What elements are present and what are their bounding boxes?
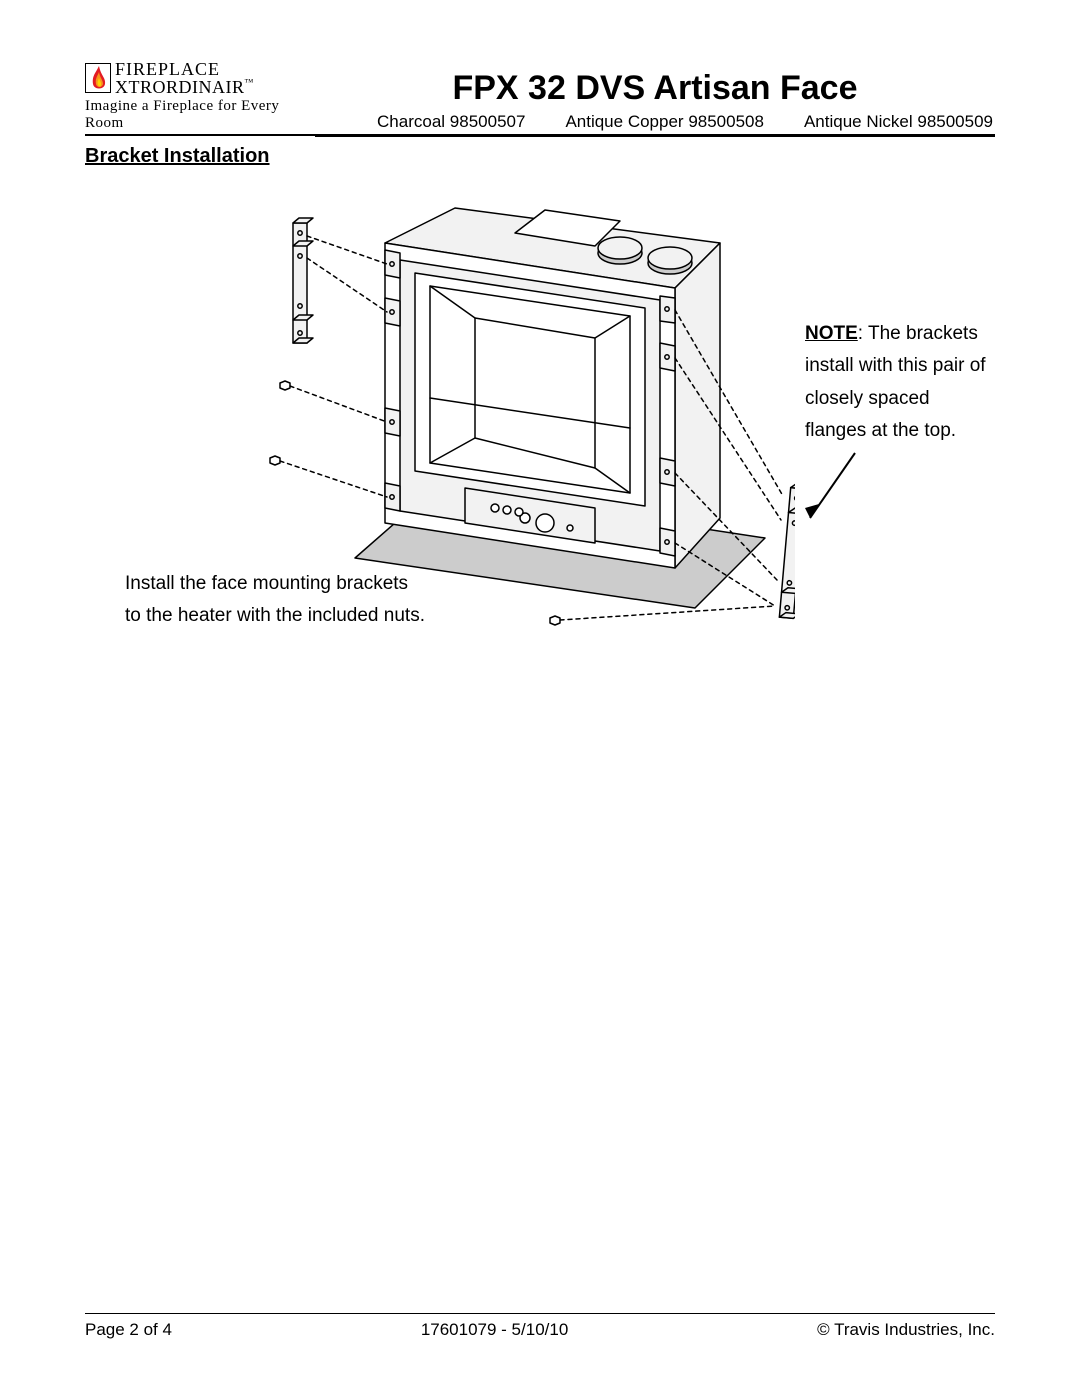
sku-item: Charcoal 98500507 [377,112,525,132]
sku-item: Antique Nickel 98500509 [804,112,993,132]
footer-doc: 17601079 - 5/10/10 [421,1320,568,1340]
footer-copyright: © Travis Industries, Inc. [817,1320,995,1340]
logo-line-2: XTRORDINAIR™ [115,78,254,96]
logo-line-1: FIREPLACE [115,60,254,78]
footer-page: Page 2 of 4 [85,1320,172,1340]
brand-logo: FIREPLACE XTRORDINAIR™ Imagine a Firepla… [85,60,315,132]
sku-item: Antique Copper 98500508 [565,112,764,132]
instruction-text: Install the face mounting brackets to th… [125,568,425,633]
page-footer: Page 2 of 4 17601079 - 5/10/10 © Travis … [85,1313,995,1340]
note-arrow-icon [795,448,875,528]
sku-row: Charcoal 98500507 Antique Copper 9850050… [315,108,995,137]
section-heading: Bracket Installation [85,145,995,168]
logo-tagline: Imagine a Fireplace for Every Room [85,98,315,132]
bracket-diagram: NOTE: The brackets install with this pai… [85,188,995,708]
flame-icon [85,63,111,93]
note-callout: NOTE: The brackets install with this pai… [805,318,995,447]
note-label: NOTE [805,323,858,344]
